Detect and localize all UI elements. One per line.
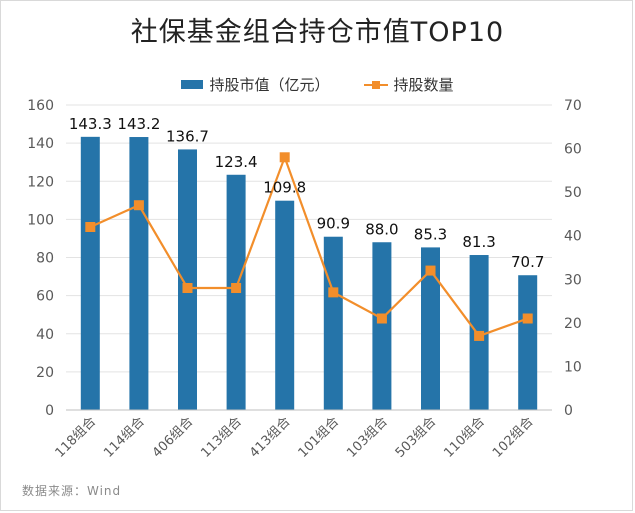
x-tick-label: 406组合 <box>150 414 197 461</box>
line-point-marker <box>85 222 96 232</box>
bar <box>372 242 392 410</box>
y-left-tick-label: 100 <box>27 212 54 228</box>
bar-series <box>80 136 538 410</box>
line-point-marker <box>279 152 290 163</box>
axes: 0 20 40 60 80 100 120 140 160 0 10 20 30 40 50 60 70 118组… <box>27 98 582 461</box>
y-right-tick-label: 70 <box>564 98 582 114</box>
y-right-tick-label: 30 <box>564 272 582 288</box>
line-point-marker <box>133 200 144 211</box>
legend-line-swatch <box>363 79 388 91</box>
y-right-tick-label: 0 <box>564 403 573 419</box>
chart-title: 社保基金组合持仓市值TOP10 <box>130 17 505 48</box>
bar <box>80 136 100 410</box>
x-tick-label: 118组合 <box>53 414 100 461</box>
legend-label-share-count: 持股数量 <box>393 76 454 94</box>
y-right-tick-label: 40 <box>564 229 582 245</box>
line-point-marker <box>474 330 485 341</box>
line-point-marker <box>231 283 242 293</box>
y-right-tick-label: 50 <box>564 185 582 201</box>
x-tick-label: 110组合 <box>441 414 488 461</box>
bar-value-label: 143.2 <box>117 115 160 133</box>
y-left-tick-label: 20 <box>36 365 54 381</box>
line-point-marker <box>328 287 339 298</box>
x-tick-label: 102组合 <box>490 414 537 461</box>
y-right-tick-label: 20 <box>564 316 582 332</box>
bar-value-label: 143.3 <box>69 115 112 133</box>
line-path <box>89 154 529 338</box>
bar-value-label: 81.3 <box>462 233 495 251</box>
legend-bar-swatch <box>181 80 204 89</box>
y-left-tick-label: 120 <box>27 174 54 190</box>
bar-value-label: 85.3 <box>414 225 447 243</box>
bar-value-label: 70.7 <box>511 253 544 271</box>
bar <box>275 200 295 410</box>
legend-label-market-value: 持股市值（亿元） <box>209 76 330 94</box>
bar-value-label: 109.8 <box>263 179 306 197</box>
bar-value-label: 123.4 <box>215 153 258 171</box>
bar <box>323 236 343 410</box>
y-left-tick-label: 80 <box>36 251 54 267</box>
bar <box>518 275 538 410</box>
bar <box>421 247 440 410</box>
x-tick-label: 114组合 <box>101 414 148 461</box>
line-point-marker <box>425 265 436 276</box>
y-right-tick-label: 60 <box>564 142 582 158</box>
x-tick-label: 413组合 <box>247 414 294 461</box>
bar-value-label: 88.0 <box>365 220 398 238</box>
line-point-marker <box>182 283 193 293</box>
y-left-tick-label: 140 <box>27 136 54 152</box>
source-note: 数据来源：Wind <box>22 484 122 498</box>
bar <box>178 149 197 410</box>
bar <box>129 137 149 410</box>
line-point-marker <box>376 313 387 324</box>
y-left-tick-label: 60 <box>36 289 54 305</box>
y-left-tick-label: 0 <box>45 403 54 419</box>
data-labels: 143.3 143.2 136.7 123.4 109.8 90.9 88.0 85.3 81.… <box>69 115 545 271</box>
y-right-tick-label: 10 <box>564 359 582 375</box>
x-tick-label: 103组合 <box>344 414 391 461</box>
chart-legend: 持股市值（亿元） 持股数量 <box>0 74 635 95</box>
line-point-marker <box>522 313 533 324</box>
x-tick-label: 113组合 <box>198 414 245 461</box>
x-tick-label: 503组合 <box>393 414 440 461</box>
line-series <box>85 152 533 341</box>
y-left-tick-label: 40 <box>36 327 54 343</box>
legend-item-market-value: 持股市值（亿元） <box>181 74 330 95</box>
bar-value-label: 90.9 <box>317 215 350 233</box>
x-tick-label: 101组合 <box>296 414 343 461</box>
y-left-tick-label: 160 <box>27 98 54 114</box>
legend-item-share-count: 持股数量 <box>363 74 454 95</box>
bar-value-label: 136.7 <box>166 127 209 145</box>
